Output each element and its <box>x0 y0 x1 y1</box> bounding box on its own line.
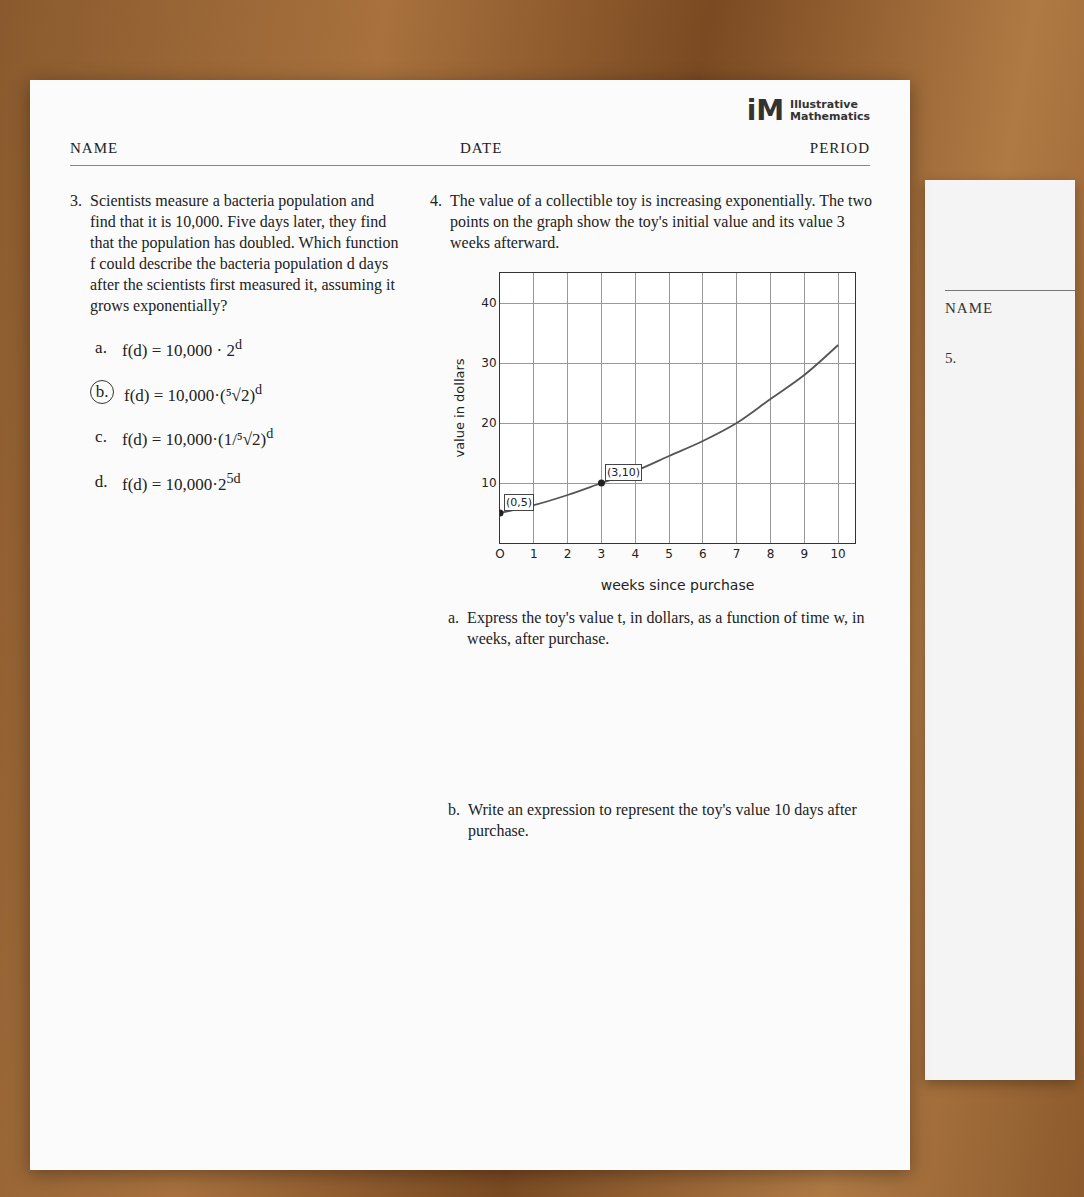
svg-text:value in dollars: value in dollars <box>452 358 467 457</box>
svg-text:10: 10 <box>830 547 845 561</box>
html-text:The value of a collectible toy: The value of a collectible toy is increa… <box>450 192 873 251</box>
html-text:iM: iM <box>746 94 785 127</box>
svg-text:(0,5): (0,5) <box>506 496 532 509</box>
html-text:f(d) = 10,000·2: f(d) = 10,000·2 <box>122 474 227 494</box>
html-text:Express the toy's value t, in: Express the toy's value t, in dollars, a… <box>467 609 865 647</box>
html-text:3.: 3. <box>70 192 82 209</box>
svg-text:8: 8 <box>767 547 775 561</box>
html-text:f(d) = 10,000·(⁵√2)d: f(d) = 10,000·(⁵√2)d <box>124 380 263 405</box>
html-text:NAME: NAME <box>70 140 119 156</box>
svg-text:10: 10 <box>481 476 496 490</box>
html-text:c.: c. <box>95 427 107 447</box>
html-text:NAME: NAME <box>945 300 994 316</box>
html-text:b.: b. <box>95 382 109 402</box>
html-text:5d: 5d <box>226 470 241 486</box>
svg-text:1: 1 <box>530 547 538 561</box>
html-text:4.: 4. <box>430 192 442 209</box>
html-text:PERIOD: PERIOD <box>809 140 870 156</box>
svg-text:20: 20 <box>481 416 496 430</box>
svg-text:9: 9 <box>800 547 808 561</box>
svg-text:weeks since purchase: weeks since purchase <box>601 577 755 593</box>
html-text:5.: 5. <box>945 350 957 366</box>
svg-text:40: 40 <box>481 296 496 310</box>
html-text:f(d) = 10,000·(1/⁵√2)d: f(d) = 10,000·(1/⁵√2)d <box>122 425 274 449</box>
html-text:d.: d. <box>94 471 108 491</box>
svg-text:3: 3 <box>598 547 606 561</box>
svg-text:(3,10): (3,10) <box>607 466 640 479</box>
html-text:a.: a. <box>448 609 460 626</box>
svg-text:5: 5 <box>665 547 673 561</box>
html-text:b.: b. <box>448 801 460 818</box>
html-text:f(d) = 10,000 · 2d: f(d) = 10,000 · 2d <box>122 336 243 360</box>
html-text:Illustrative: Illustrative <box>790 97 858 111</box>
html-text:Mathematics: Mathematics <box>790 109 870 123</box>
svg-text:30: 30 <box>481 356 496 370</box>
svg-text:2: 2 <box>564 547 572 561</box>
html-text:DATE: DATE <box>460 140 503 156</box>
svg-text:4: 4 <box>631 547 639 561</box>
svg-text:6: 6 <box>699 547 707 561</box>
html-text:a.: a. <box>95 337 107 357</box>
html-text:Scientists measure a bacteria: Scientists measure a bacteria population… <box>90 192 399 314</box>
svg-text:O: O <box>495 547 504 561</box>
svg-text:7: 7 <box>733 547 741 561</box>
html-text:Write an expression to represe: Write an expression to represent the toy… <box>468 801 857 839</box>
